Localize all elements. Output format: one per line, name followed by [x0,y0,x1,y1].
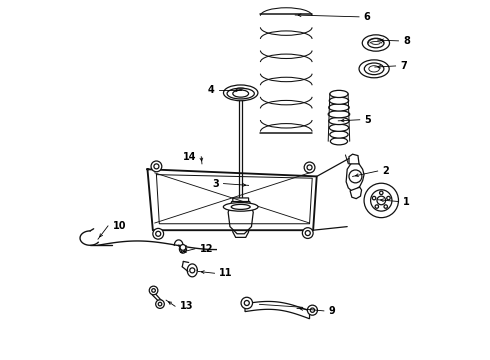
Ellipse shape [233,90,248,97]
Circle shape [245,301,249,306]
Ellipse shape [362,35,390,51]
Circle shape [154,164,159,169]
Circle shape [158,302,162,306]
Ellipse shape [330,131,348,138]
Text: 6: 6 [364,12,370,22]
Circle shape [349,170,362,183]
Ellipse shape [330,90,348,98]
Circle shape [302,228,313,238]
Polygon shape [349,154,359,164]
Ellipse shape [223,85,258,101]
Polygon shape [228,202,253,234]
Circle shape [375,205,379,208]
Ellipse shape [329,124,349,131]
Circle shape [380,191,383,195]
Circle shape [304,162,315,173]
Circle shape [156,300,164,309]
Polygon shape [350,187,362,199]
Ellipse shape [329,117,349,125]
Text: 7: 7 [400,61,407,71]
Circle shape [370,190,392,211]
Circle shape [372,196,376,200]
Text: 11: 11 [219,268,233,278]
Circle shape [149,286,158,295]
Circle shape [156,231,161,236]
Circle shape [384,205,388,208]
Circle shape [180,244,186,250]
Polygon shape [346,162,364,191]
Circle shape [305,230,310,235]
Circle shape [307,165,312,170]
Text: 9: 9 [329,306,335,316]
Circle shape [153,228,164,239]
Ellipse shape [364,63,384,75]
Ellipse shape [231,204,250,210]
Text: 5: 5 [365,115,371,125]
Text: 4: 4 [208,85,215,95]
Circle shape [152,289,155,292]
Text: 1: 1 [403,197,410,207]
Text: 2: 2 [382,166,389,176]
Circle shape [238,90,244,96]
Polygon shape [233,198,248,237]
Circle shape [307,305,318,315]
Circle shape [377,196,386,205]
Text: 10: 10 [113,221,126,231]
Ellipse shape [231,88,250,98]
Circle shape [364,183,398,218]
Ellipse shape [329,97,349,104]
Circle shape [387,196,390,200]
Ellipse shape [227,88,254,99]
Ellipse shape [368,38,384,48]
Ellipse shape [223,203,258,211]
Circle shape [151,161,162,172]
Text: 3: 3 [212,179,219,189]
Polygon shape [245,301,310,319]
Ellipse shape [330,138,347,145]
Ellipse shape [359,60,389,78]
Ellipse shape [328,111,350,118]
Text: 12: 12 [199,244,213,254]
Circle shape [190,268,195,273]
Circle shape [241,297,252,309]
Circle shape [310,308,315,312]
Text: 14: 14 [183,152,196,162]
Text: 13: 13 [180,301,193,311]
Text: 8: 8 [403,36,410,46]
Ellipse shape [329,104,349,111]
